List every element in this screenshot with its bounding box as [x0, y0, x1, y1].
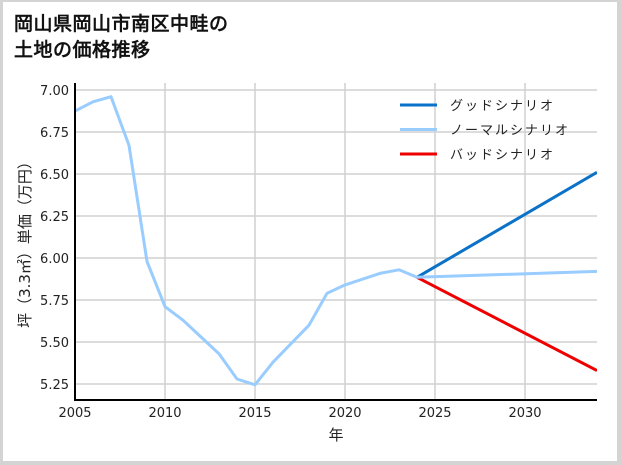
x-tick-label: 2015 — [238, 406, 271, 421]
y-tick-label: 6.50 — [40, 168, 69, 183]
x-axis-label: 年 — [328, 426, 343, 444]
series-line-bad — [416, 275, 597, 372]
y-tick-label: 5.50 — [40, 336, 69, 351]
x-tick-label: 2025 — [418, 406, 451, 421]
y-tick-label: 6.25 — [40, 210, 69, 225]
y-tick-labels: 7.00 6.75 6.50 6.25 6.00 5.75 5.50 5.25 — [40, 84, 69, 393]
x-tick-labels: 2005 2010 2015 2020 2025 2030 — [58, 406, 541, 421]
y-tick-label: 6.00 — [40, 252, 69, 267]
x-tick-label: 2030 — [508, 406, 541, 421]
y-tick-label: 5.25 — [40, 378, 69, 393]
data-series — [75, 95, 597, 387]
y-axis-label: 坪（3.3㎡）単価（万円） — [16, 154, 34, 328]
legend-label-good: グッドシナリオ — [450, 99, 555, 114]
x-tick-label: 2005 — [58, 406, 91, 421]
x-tick-label: 2010 — [148, 406, 181, 421]
legend-label-normal: ノーマルシナリオ — [450, 124, 570, 139]
chart-title-line-2: 土地の価格推移 — [14, 39, 151, 61]
y-tick-label: 6.75 — [40, 126, 69, 141]
series-line-good — [416, 171, 597, 279]
series-line-normal — [75, 95, 597, 387]
axes — [74, 83, 597, 401]
y-tick-label: 5.75 — [40, 294, 69, 309]
chart-title-line-1: 岡山県岡山市南区中畦の — [14, 13, 229, 35]
chart-title: 岡山県岡山市南区中畦の 土地の価格推移 — [14, 11, 229, 63]
x-tick-label: 2020 — [328, 406, 361, 421]
y-tick-label: 7.00 — [40, 84, 69, 99]
legend-label-bad: バッドシナリオ — [450, 148, 555, 163]
